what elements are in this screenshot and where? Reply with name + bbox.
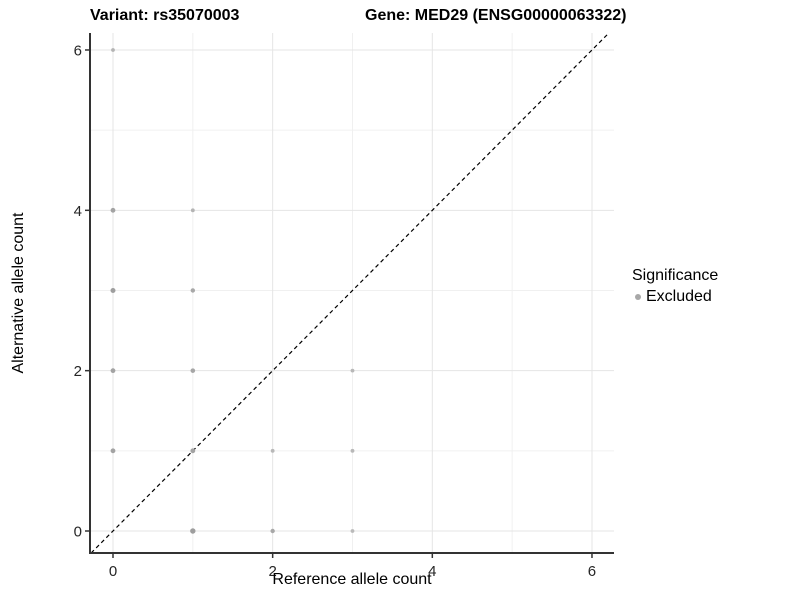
data-point <box>190 448 196 454</box>
legend-item-label: Excluded <box>646 288 712 305</box>
legend-point-icon <box>635 294 641 300</box>
data-point <box>111 48 115 52</box>
data-point <box>350 368 355 373</box>
data-point <box>110 368 116 374</box>
plot-title-variant: Variant: rs35070003 <box>90 7 240 24</box>
data-point <box>190 368 196 373</box>
y-tick-label: 6 <box>74 42 82 59</box>
data-point <box>350 529 355 533</box>
data-point <box>190 288 196 293</box>
y-tick-label: 2 <box>74 363 82 380</box>
x-tick-label: 4 <box>428 563 436 580</box>
data-point <box>270 448 275 453</box>
legend-item-excluded: Excluded <box>632 288 718 306</box>
data-point <box>190 528 196 534</box>
data-point <box>110 207 116 213</box>
data-point <box>110 287 116 293</box>
legend: Significance Excluded <box>632 267 718 306</box>
y-axis-label: Alternative allele count <box>10 212 27 374</box>
x-tick-label: 0 <box>109 563 117 580</box>
legend-title: Significance <box>632 267 719 284</box>
x-tick-label: 2 <box>268 563 276 580</box>
plot-title-gene: Gene: MED29 (ENSG00000063322) <box>365 7 627 24</box>
x-axis-label: Reference allele count <box>272 571 432 588</box>
y-tick-label: 0 <box>74 524 82 541</box>
data-point <box>350 448 355 453</box>
data-point <box>270 528 275 534</box>
y-tick-label: 4 <box>74 203 82 220</box>
data-point <box>190 208 195 213</box>
x-tick-label: 6 <box>588 563 596 580</box>
data-point <box>110 448 116 454</box>
identity-line <box>90 32 610 554</box>
